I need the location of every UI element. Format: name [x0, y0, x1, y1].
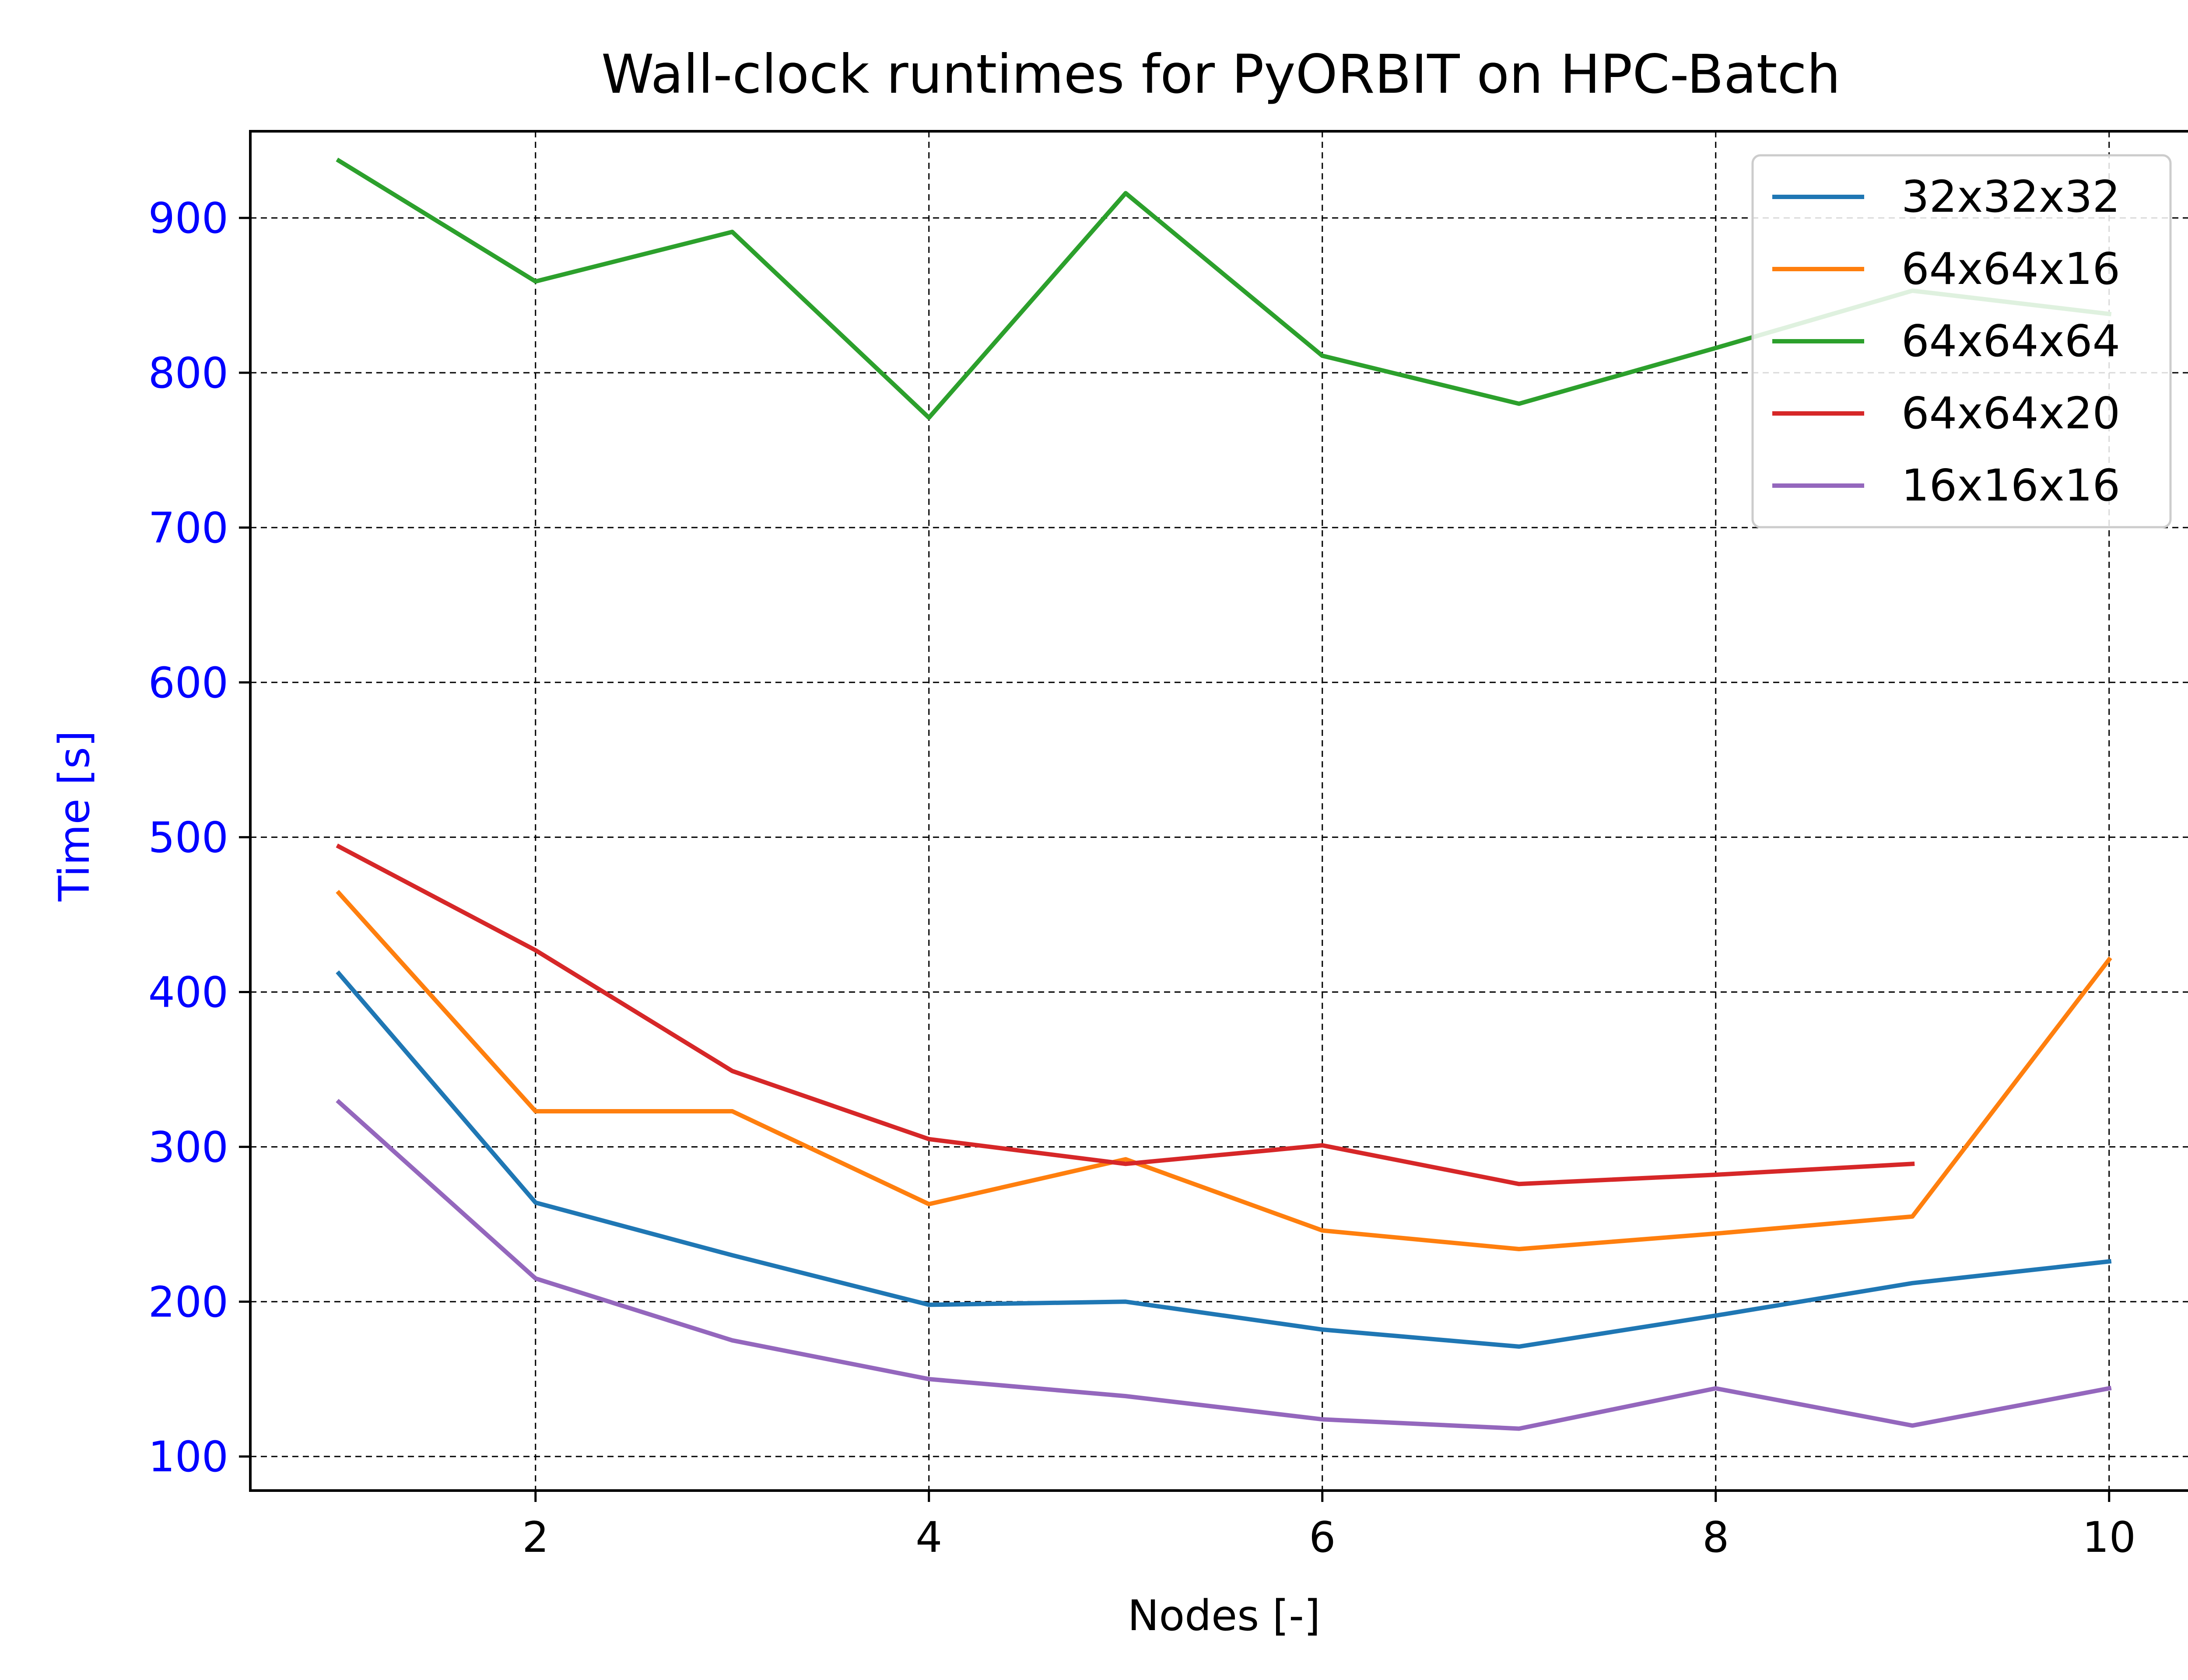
- y-tick-label-500: 500: [148, 813, 228, 862]
- legend: 32x32x32 64x64x16 64x64x64 64x64x20 16x16x16: [1751, 154, 2172, 528]
- axes-frame: [249, 130, 2188, 1492]
- legend-label-16x16x16: 16x16x16: [1901, 460, 2120, 511]
- x-axis-label: Nodes [-]: [1128, 1591, 1321, 1640]
- x-tick-label-6: 6: [1309, 1513, 1336, 1562]
- y-tick-label-100: 100: [148, 1432, 228, 1481]
- ticks: 2 4 6 8 10 100 200 300 400 500 600 700 800 900: [148, 194, 2136, 1562]
- series-line-64x64x20: [336, 844, 1915, 1186]
- legend-label-32x32x32: 32x32x32: [1901, 171, 2120, 222]
- y-tick-label-300: 300: [148, 1123, 228, 1172]
- x-tick-label-10: 10: [2083, 1513, 2136, 1562]
- y-tick-label-700: 700: [148, 504, 228, 553]
- y-tick-label-400: 400: [148, 968, 228, 1017]
- y-tick-label-600: 600: [148, 658, 228, 707]
- y-tick-label-800: 800: [148, 349, 228, 398]
- chart-title: Wall-clock runtimes for PyORBIT on HPC-B…: [601, 43, 1841, 105]
- x-tick-label-8: 8: [1702, 1513, 1729, 1562]
- y-tick-label-200: 200: [148, 1278, 228, 1326]
- x-tick-label-2: 2: [522, 1513, 549, 1562]
- series-line-32x32x32: [336, 970, 2112, 1349]
- legend-label-64x64x16: 64x64x16: [1901, 243, 2120, 294]
- y-tick-label-900: 900: [148, 194, 228, 243]
- series-line-16x16x16: [336, 1099, 2112, 1431]
- legend-label-64x64x20: 64x64x20: [1901, 388, 2120, 439]
- legend-entries: 32x32x32 64x64x16 64x64x64 64x64x20 16x16x16: [1772, 171, 2120, 511]
- y-axis-label: Time [s]: [50, 731, 99, 902]
- legend-box: [1751, 154, 2172, 528]
- series-line-64x64x16: [336, 890, 2112, 1251]
- x-tick-label-4: 4: [915, 1513, 942, 1562]
- plot-lines: [336, 158, 2112, 1431]
- legend-label-64x64x64: 64x64x64: [1901, 315, 2120, 367]
